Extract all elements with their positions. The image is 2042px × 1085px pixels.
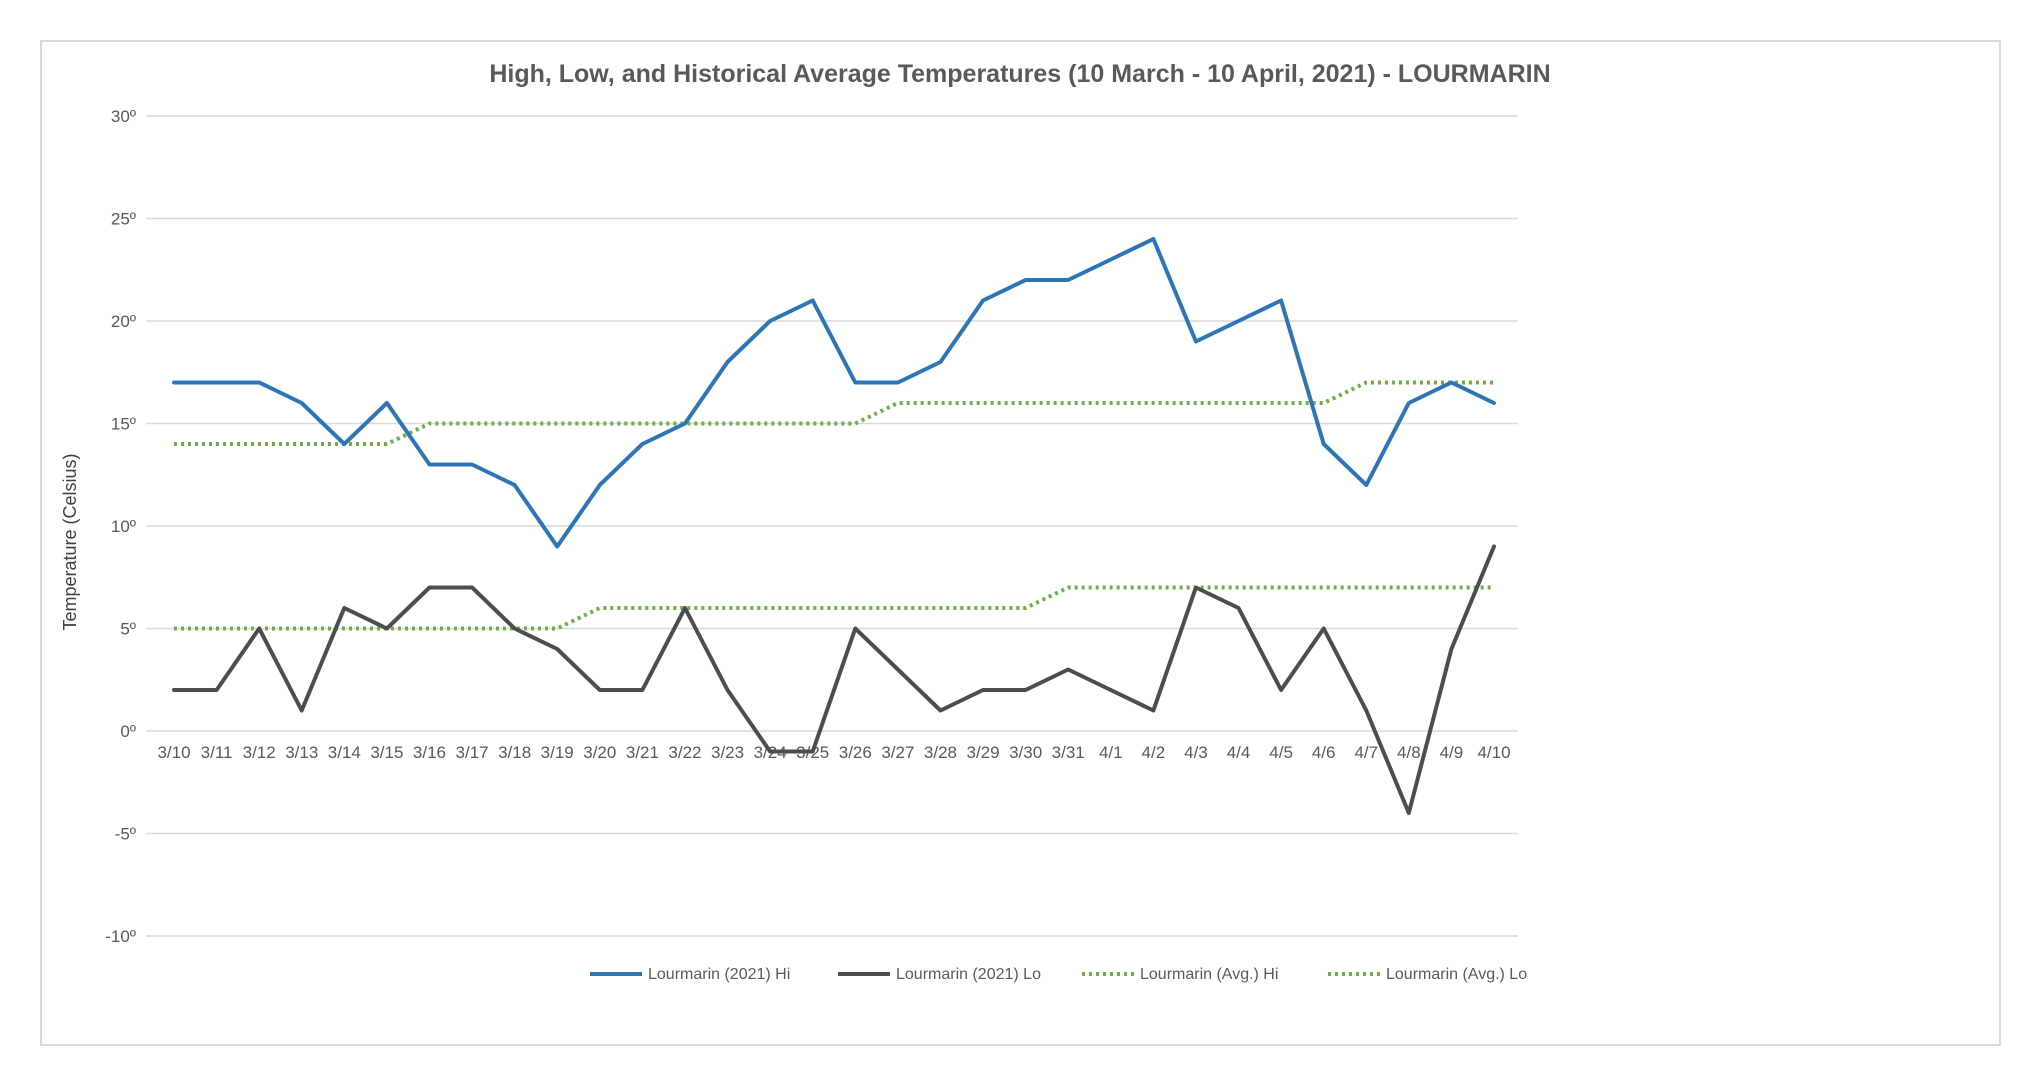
x-tick-label: 3/10	[157, 743, 190, 762]
x-tick-label: 3/30	[1009, 743, 1042, 762]
x-tick-label: 4/10	[1477, 743, 1510, 762]
x-tick-label: 4/3	[1184, 743, 1208, 762]
y-tick-labels: 30º 25º 20º 15º 10º 5º 0º -5º -10º	[105, 107, 136, 946]
y-tick-label: -5º	[115, 825, 136, 844]
y-tick-label: 5º	[120, 620, 136, 639]
x-tick-label: 4/9	[1440, 743, 1464, 762]
x-tick-labels: 3/10 3/11 3/12 3/13 3/14 3/15 3/16 3/17 3/18 3/19…	[157, 743, 1510, 762]
x-tick-label: 3/23	[711, 743, 744, 762]
x-tick-label: 3/29	[966, 743, 999, 762]
x-tick-label: 3/13	[285, 743, 318, 762]
chart-title: High, Low, and Historical Average Temper…	[489, 60, 1550, 88]
series-line-2	[172, 544, 1496, 815]
legend-label: Lourmarin (Avg.) Hi	[1140, 966, 1278, 983]
series-lines	[172, 237, 1496, 815]
x-tick-label: 3/26	[839, 743, 872, 762]
x-tick-label: 4/8	[1397, 743, 1421, 762]
y-tick-label: -10º	[105, 927, 136, 946]
y-tick-label: 20º	[111, 312, 136, 331]
series-line-1	[172, 237, 1496, 549]
x-tick-label: 4/1	[1099, 743, 1123, 762]
legend-label: Lourmarin (2021) Hi	[648, 966, 790, 983]
x-tick-label: 3/28	[924, 743, 957, 762]
gridlines	[146, 115, 1518, 937]
x-tick-label: 4/2	[1142, 743, 1166, 762]
x-tick-label: 3/22	[668, 743, 701, 762]
x-tick-label: 3/20	[583, 743, 616, 762]
line-chart: High, Low, and Historical Average Temper…	[60, 60, 1551, 983]
series-line-3	[174, 380, 1494, 446]
legend-label: Lourmarin (2021) Lo	[896, 966, 1041, 983]
x-tick-label: 3/14	[328, 743, 361, 762]
x-tick-label: 3/27	[881, 743, 914, 762]
chart-frame: High, Low, and Historical Average Temper…	[40, 40, 2001, 1046]
x-tick-label: 3/19	[541, 743, 574, 762]
y-axis-title: Temperature (Celsius)	[60, 453, 80, 630]
series-line-4	[174, 585, 1494, 631]
x-tick-label: 3/15	[370, 743, 403, 762]
x-tick-label: 4/7	[1354, 743, 1378, 762]
y-tick-label: 0º	[120, 722, 136, 741]
x-tick-label: 3/21	[626, 743, 659, 762]
y-tick-label: 15º	[111, 415, 136, 434]
x-tick-label: 3/11	[201, 743, 233, 762]
x-tick-label: 3/17	[456, 743, 489, 762]
x-tick-label: 4/5	[1269, 743, 1293, 762]
x-tick-label: 4/6	[1312, 743, 1336, 762]
x-tick-label: 4/4	[1227, 743, 1251, 762]
legend: Lourmarin (2021) Hi Lourmarin (2021) Lo Lo…	[590, 966, 1527, 983]
x-tick-label: 3/16	[413, 743, 446, 762]
legend-label: Lourmarin (Avg.) Lo	[1386, 966, 1527, 983]
y-tick-label: 25º	[111, 210, 136, 229]
x-tick-label: 3/31	[1052, 743, 1085, 762]
x-tick-label: 3/18	[498, 743, 531, 762]
y-tick-label: 30º	[111, 107, 136, 126]
x-tick-label: 3/12	[243, 743, 276, 762]
y-tick-label: 10º	[111, 517, 136, 536]
